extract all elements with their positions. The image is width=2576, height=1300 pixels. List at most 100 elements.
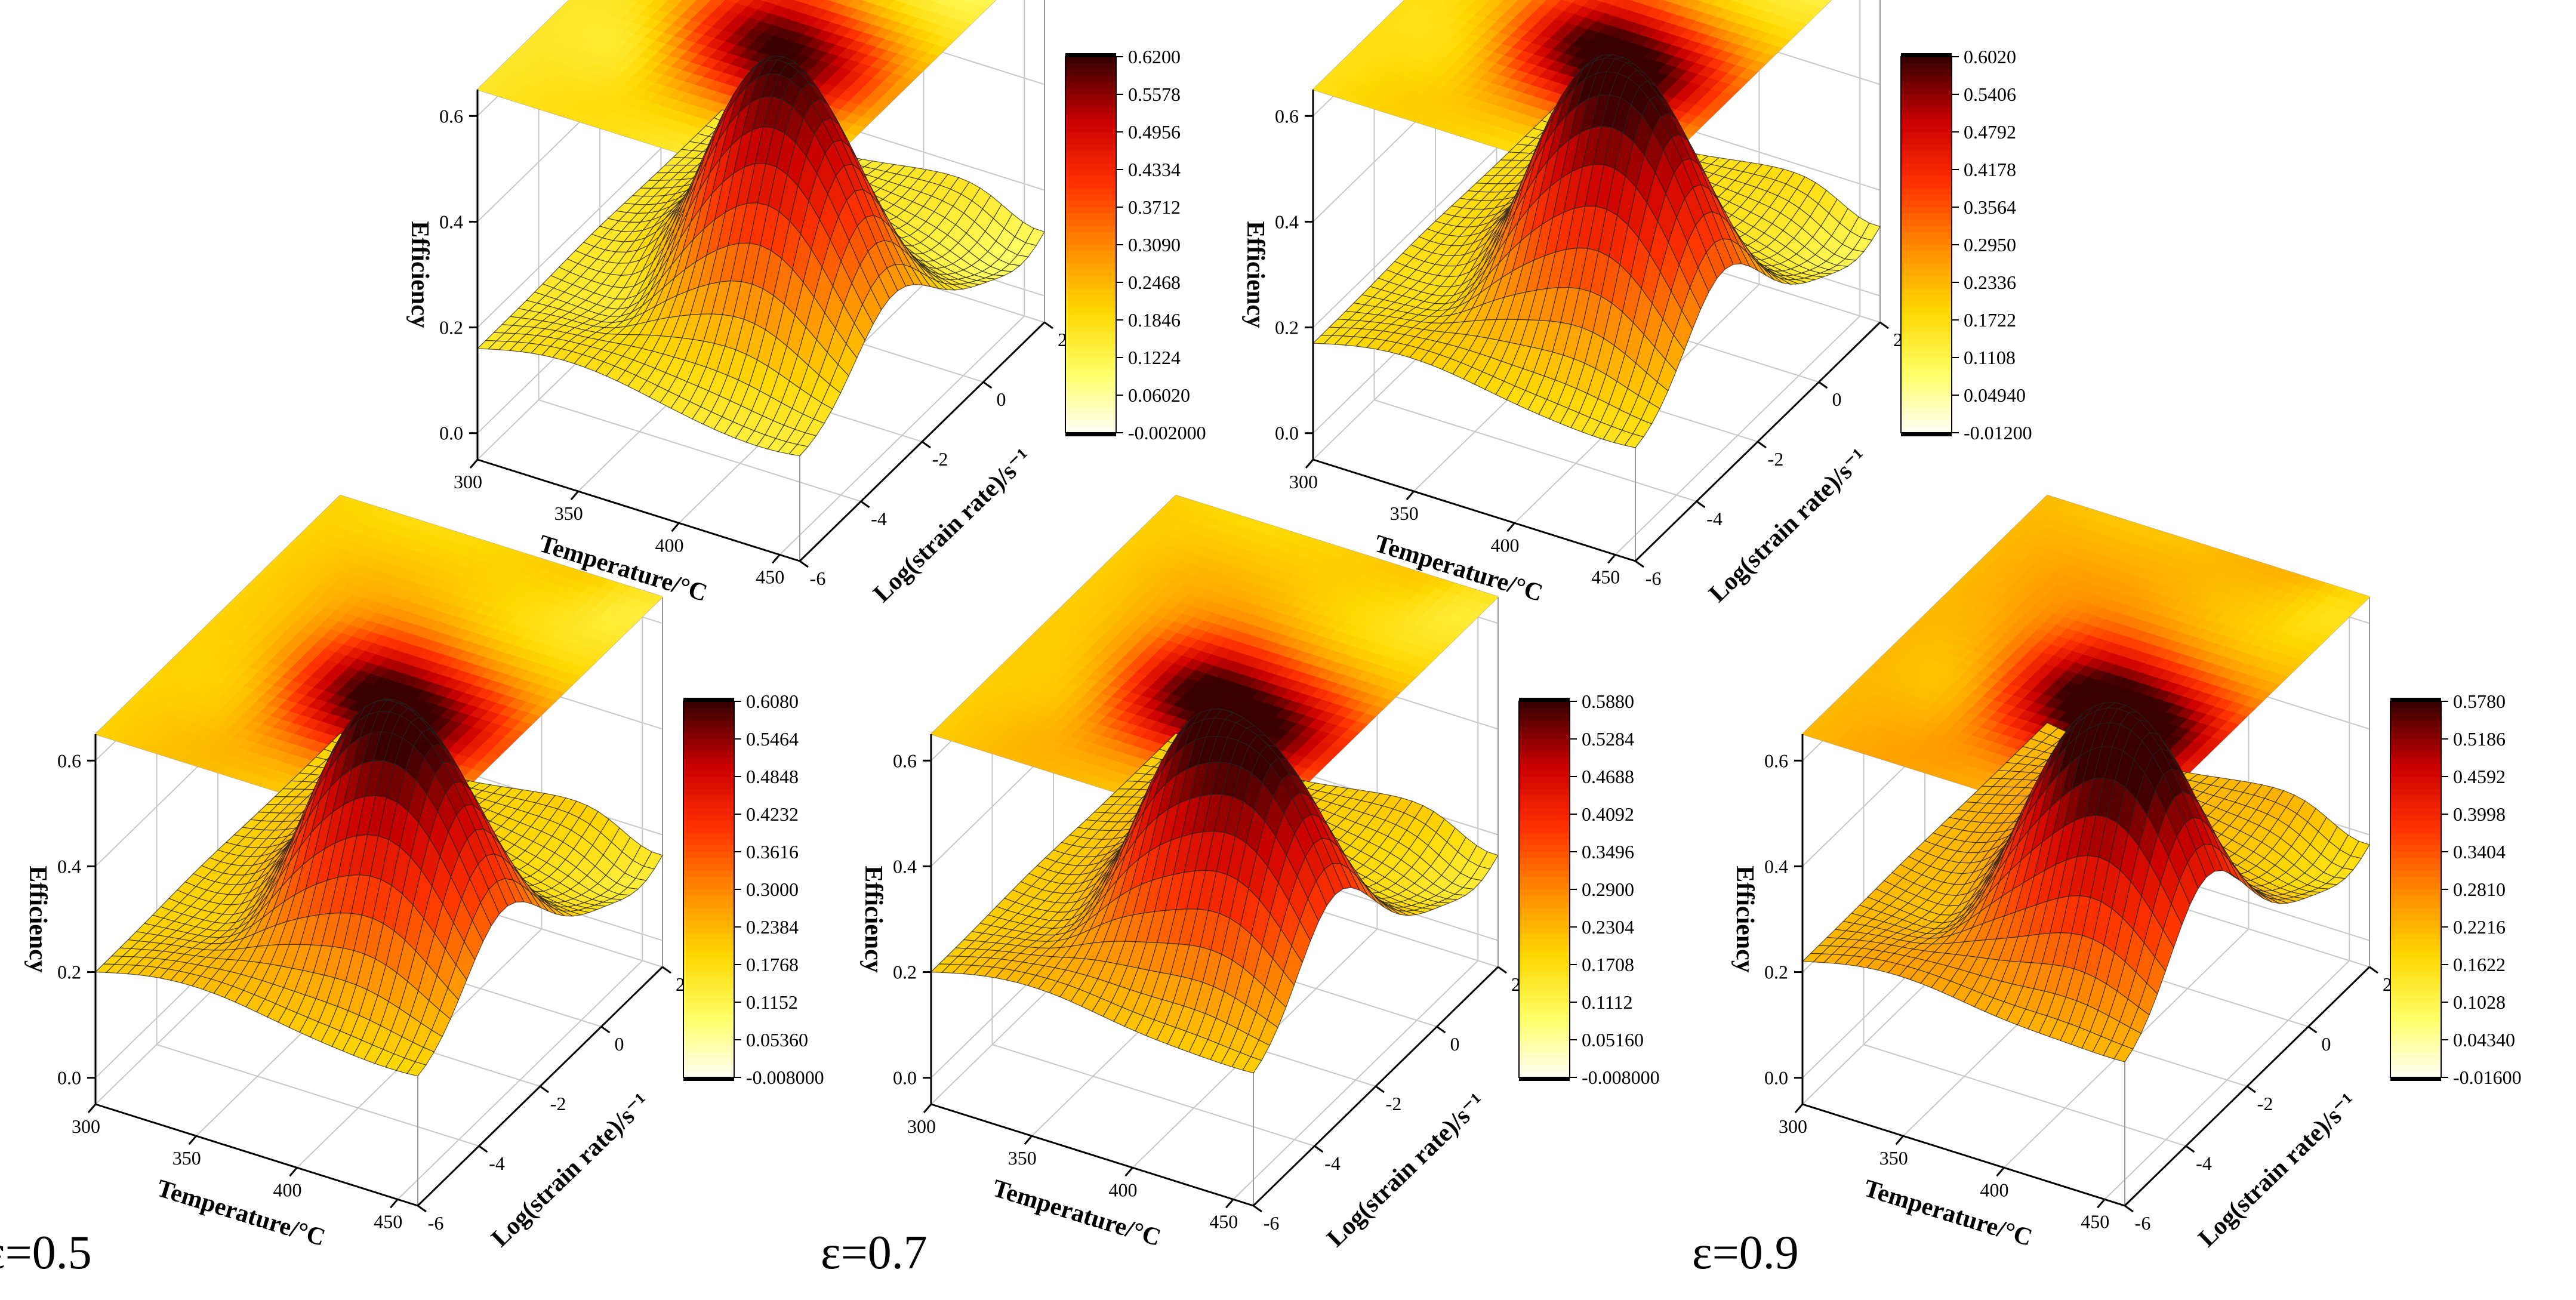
colorbar-swatch bbox=[1901, 207, 1952, 214]
x-tick-mark bbox=[1305, 459, 1314, 469]
x-tick-mark bbox=[1506, 522, 1515, 532]
y-tick-mark bbox=[1879, 321, 1889, 329]
y-tick-label: 0 bbox=[1832, 389, 1842, 410]
colorbar-swatch bbox=[1901, 363, 1952, 371]
colorbar-tick-label: 0.4334 bbox=[1128, 159, 1181, 180]
x-axis-line bbox=[477, 458, 800, 562]
z-tick-label: 0.0 bbox=[439, 423, 463, 444]
colorbar-swatch bbox=[1901, 276, 1952, 283]
colorbar-swatch bbox=[1065, 182, 1116, 189]
colorbar-swatch bbox=[1901, 351, 1952, 358]
colorbar-swatch bbox=[1065, 57, 1116, 64]
colorbar-tick-label: 0.06020 bbox=[1128, 384, 1190, 406]
colorbar-swatch bbox=[1065, 220, 1116, 227]
colorbar-swatch bbox=[1065, 270, 1116, 277]
colorbar-swatch bbox=[1901, 75, 1952, 82]
colorbar-swatch bbox=[1065, 345, 1116, 352]
x-tick-label: 400 bbox=[655, 534, 684, 556]
colorbar-tick-label: 0.2950 bbox=[1964, 234, 2016, 255]
contour-cell bbox=[928, 0, 939, 3]
colorbar-swatch bbox=[1901, 232, 1952, 239]
contour-cell bbox=[906, 0, 925, 8]
colorbar-swatch bbox=[1901, 100, 1952, 107]
colorbar-swatch bbox=[1065, 282, 1116, 289]
colorbar-swatch bbox=[1901, 201, 1952, 208]
colorbar-swatch bbox=[1901, 332, 1952, 340]
colorbar-tick-label: -0.01200 bbox=[1964, 422, 2032, 443]
colorbar-swatch bbox=[1901, 376, 1952, 383]
colorbar-swatch bbox=[1065, 132, 1116, 139]
y-tick-mark bbox=[799, 560, 809, 568]
colorbar-swatch bbox=[1901, 163, 1952, 170]
colorbar-swatch bbox=[1901, 270, 1952, 277]
colorbar-swatch bbox=[1901, 401, 1952, 408]
colorbar-swatch bbox=[1901, 257, 1952, 264]
colorbar-swatch bbox=[1901, 245, 1952, 252]
colorbar-swatch bbox=[1901, 175, 1952, 183]
grid-line bbox=[156, 1044, 479, 1147]
colorbar-top-cap bbox=[1065, 53, 1116, 57]
colorbar-bottom-cap bbox=[1901, 433, 1952, 436]
colorbar-top-cap bbox=[1901, 53, 1952, 57]
colorbar-tick-label: 0.3564 bbox=[1964, 196, 2016, 218]
y-tick-label: -2 bbox=[932, 448, 948, 470]
contour-cell bbox=[976, 0, 996, 8]
colorbar-swatch bbox=[1065, 251, 1116, 258]
colorbar-tick-label: 0.1722 bbox=[1964, 309, 2016, 331]
colorbar-bottom-cap bbox=[1065, 433, 1116, 436]
y-axis-title: Log(strain rate)/s⁻¹ bbox=[868, 443, 1037, 608]
colorbar-swatch bbox=[1901, 358, 1952, 365]
colorbar-swatch bbox=[1065, 175, 1116, 183]
colorbar-swatch bbox=[1901, 144, 1952, 152]
colorbar-swatch bbox=[1901, 307, 1952, 315]
x-tick-label: 300 bbox=[1289, 471, 1318, 492]
contour-cell bbox=[636, 0, 655, 7]
colorbar-swatch bbox=[1065, 288, 1116, 295]
y-tick-mark bbox=[1044, 321, 1053, 329]
colorbar-swatch bbox=[1065, 307, 1116, 315]
colorbar-swatch bbox=[1065, 157, 1116, 164]
x-tick-label: 450 bbox=[756, 566, 784, 587]
y-tick-label: 0 bbox=[997, 389, 1006, 410]
z-tick-label: 0.6 bbox=[1275, 105, 1299, 127]
contour-cell bbox=[627, 0, 641, 4]
y-tick-mark bbox=[982, 381, 993, 389]
colorbar-swatch bbox=[1065, 163, 1116, 170]
colorbar-swatch bbox=[1065, 313, 1116, 321]
x-tick-mark bbox=[570, 491, 579, 501]
colorbar-swatch bbox=[1065, 63, 1116, 70]
colorbar-swatch bbox=[1065, 119, 1116, 127]
z-tick-label: 0.6 bbox=[439, 105, 463, 127]
colorbar-swatch bbox=[1901, 195, 1952, 202]
colorbar-swatch bbox=[1065, 395, 1116, 402]
colorbar-swatch bbox=[1901, 113, 1952, 120]
colorbar-swatch bbox=[1065, 188, 1116, 195]
colorbar-swatch bbox=[1901, 94, 1952, 101]
colorbar-swatch bbox=[1065, 69, 1116, 76]
colorbar-swatch bbox=[1901, 220, 1952, 227]
y-tick-label: -6 bbox=[810, 568, 826, 589]
colorbar-swatch bbox=[1065, 100, 1116, 107]
colorbar-swatch bbox=[1901, 188, 1952, 195]
z-tick-label: 0.2 bbox=[439, 317, 463, 338]
colorbar-swatch bbox=[1901, 238, 1952, 245]
y-tick-mark bbox=[860, 500, 870, 509]
colorbar-swatch bbox=[1901, 320, 1952, 327]
colorbar-swatch bbox=[1065, 326, 1116, 333]
colorbar: 0.6020 0.5406 0.4792 0.4178 0.3564 0.2950 0.23… bbox=[1900, 46, 2032, 443]
y-tick-mark bbox=[1818, 381, 1828, 389]
colorbar-swatch bbox=[1065, 332, 1116, 340]
colorbar-swatch bbox=[1065, 88, 1116, 95]
colorbar-swatch bbox=[1901, 69, 1952, 76]
contour-cell bbox=[836, 0, 854, 7]
colorbar-tick-label: 0.1846 bbox=[1128, 309, 1181, 331]
colorbar-swatch bbox=[1065, 414, 1116, 421]
colorbar-swatch bbox=[1901, 282, 1952, 289]
colorbar-tick-label: 0.6020 bbox=[1964, 46, 2016, 67]
colorbar-swatch bbox=[1065, 94, 1116, 101]
contour-cell bbox=[935, 0, 954, 7]
colorbar-swatch bbox=[1065, 201, 1116, 208]
colorbar-tick-label: 0.5406 bbox=[1964, 84, 2016, 105]
